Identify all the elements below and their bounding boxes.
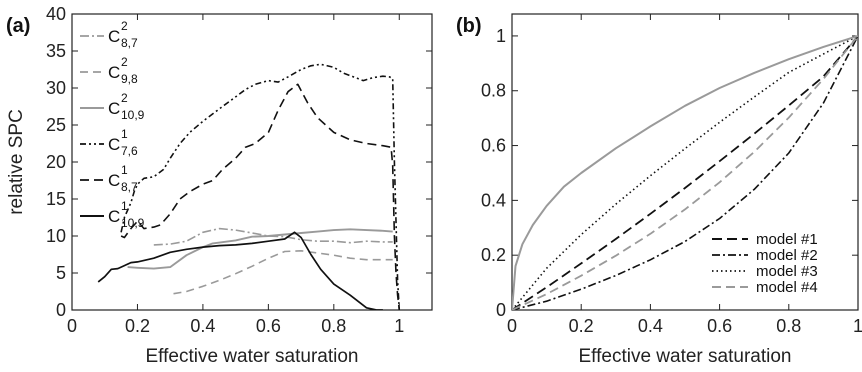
plot-frame: [511, 13, 859, 311]
x-tick-label: 0.4: [638, 316, 663, 336]
legend-superscript: 1: [121, 163, 128, 177]
y-tick-label: 5: [56, 263, 66, 283]
legend-label: C: [108, 63, 120, 82]
y-tick-label: 0: [496, 300, 506, 320]
y-tick-label: 1: [496, 26, 506, 46]
legend-superscript: 2: [121, 55, 128, 69]
x-tick-label: 1: [853, 316, 862, 336]
series-line-2: [173, 250, 393, 295]
legend-subscript: 8,7: [121, 180, 138, 194]
y-tick-label: 30: [46, 78, 66, 98]
legend-superscript: 1: [121, 199, 128, 213]
legend-label: C: [108, 207, 120, 226]
x-axis-label: Effective water saturation: [579, 346, 792, 367]
panel-b: 0 0.2 0.4 0.6 0.8 1 0 0.2 0.4 0.6 0.8 1 Effective wa…: [456, 13, 862, 367]
panel-label: (b): [456, 15, 482, 37]
panel-label: (a): [6, 15, 30, 37]
x-tick-label: 0.4: [190, 316, 215, 336]
legend-superscript: 2: [121, 91, 128, 105]
legend-label: C: [108, 171, 120, 190]
series-line-4: [512, 35, 858, 310]
series-line-5: [120, 83, 401, 310]
x-tick-label: 0.6: [707, 316, 732, 336]
legend-subscript: 8,7: [121, 36, 138, 50]
legend-label: model #3: [756, 263, 818, 280]
y-tick-label: 40: [46, 4, 66, 24]
y-tick-label: 0.4: [481, 190, 506, 210]
legend-superscript: 1: [121, 127, 128, 141]
y-tick-label: 25: [46, 115, 66, 135]
panel-a: 0 0.2 0.4 0.6 0.8 10510152025303540Effective …: [6, 4, 433, 367]
x-axis-label: Effective water saturation: [146, 346, 359, 367]
x-tick-label: 1: [394, 316, 404, 336]
series-line-3: [127, 228, 393, 270]
series-line-3: [512, 35, 858, 310]
legend-subscript: 10,9: [121, 108, 145, 122]
legend-label: C: [108, 99, 120, 118]
y-tick-label: 0: [56, 300, 66, 320]
y-tick-label: 20: [46, 152, 66, 172]
x-tick-label: 0.6: [256, 316, 281, 336]
x-tick-label: 0.2: [569, 316, 594, 336]
x-tick-label: 0.8: [776, 316, 801, 336]
legend-subscript: 9,8: [121, 72, 138, 86]
series-line-6: [97, 231, 383, 310]
y-axis-label: relative SPC: [6, 109, 27, 215]
legend-label: model #4: [756, 279, 818, 296]
x-tick-label: 0.2: [125, 316, 150, 336]
legend-superscript: 2: [121, 19, 128, 33]
legend-label: C: [108, 135, 120, 154]
y-tick-label: 35: [46, 41, 66, 61]
y-tick-label: 0.6: [481, 136, 506, 156]
x-tick-label: 0: [507, 316, 517, 336]
legend-label: model #2: [756, 247, 818, 264]
y-tick-label: 0.2: [481, 245, 506, 265]
legend-subscript: 10,9: [121, 216, 145, 230]
series-line-1: [153, 227, 393, 246]
y-tick-label: 15: [46, 189, 66, 209]
series-line-2: [512, 35, 858, 310]
series-line-4: [120, 63, 401, 310]
x-tick-label: 0: [67, 316, 77, 336]
series-line-5: [512, 34, 858, 310]
y-tick-label: 0.8: [481, 81, 506, 101]
legend-label: model #1: [756, 231, 818, 248]
x-tick-label: 0.8: [321, 316, 346, 336]
legend-subscript: 7,6: [121, 144, 138, 158]
series-line-1: [512, 35, 858, 310]
y-tick-label: 10: [46, 226, 66, 246]
legend-label: C: [108, 27, 120, 46]
